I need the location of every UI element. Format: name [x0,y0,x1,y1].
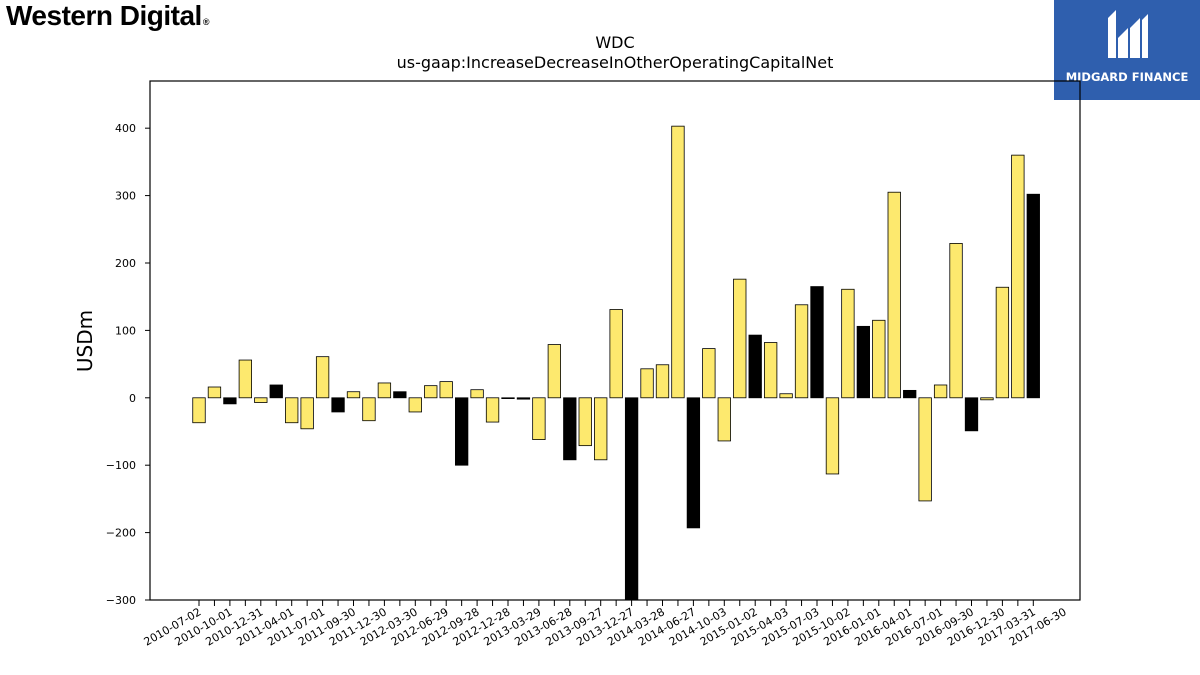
y-tick-label: 400 [115,122,136,135]
y-tick-label: −300 [106,594,136,607]
bar [980,397,994,401]
y-tick-label: 200 [115,257,136,270]
bar [207,386,222,399]
bar [964,397,979,432]
bar [362,397,376,422]
y-tick-label: −100 [106,459,136,472]
bar [609,309,623,399]
bar [933,384,948,399]
bar [764,342,778,399]
bar [779,393,793,399]
bar [408,397,422,413]
bar [315,356,330,399]
bar [547,344,561,399]
bar [810,286,824,399]
y-axis-label: USDm [73,310,97,372]
bar [841,288,855,399]
bar [377,382,392,399]
bar [470,389,484,399]
midgard-emblem-icon [1108,10,1148,58]
bar [454,397,469,466]
bar [192,397,206,424]
bar [1026,193,1040,399]
western-digital-logo-text: Western Digital [6,0,202,31]
bar [887,191,901,399]
bar [624,397,639,601]
bar [331,397,345,413]
bar [733,278,747,399]
bar [516,397,531,400]
bar [424,385,438,399]
bar [856,325,870,399]
bar [872,319,886,399]
midgard-finance-logo: MIDGARD FINANCE [1054,0,1200,100]
bar [686,397,701,529]
bar [594,397,608,461]
bar [918,397,932,502]
y-tick-label: 100 [115,324,136,337]
bar [748,334,762,399]
bar [578,397,592,447]
bar [903,389,917,399]
bar [501,397,515,399]
chart-title: WDC [595,33,634,52]
bar [269,384,283,399]
bar [254,397,268,403]
bar [300,397,314,430]
bar [393,391,407,399]
y-tick-label: 0 [129,392,136,405]
bar [223,397,237,405]
bar [285,397,299,424]
bar [439,381,453,399]
bar [1011,154,1025,399]
y-tick-label: −200 [106,527,136,540]
bar [563,397,577,461]
midgard-finance-label: MIDGARD FINANCE [1065,70,1189,84]
bar [702,348,716,399]
bar [238,359,253,399]
plot-area: −300−200−10001002003004002010-07-022010-… [106,122,1069,648]
plot-frame [149,80,1081,601]
bar [655,364,670,399]
bar [995,286,1010,399]
registered-mark: ® [202,17,210,27]
bar [825,397,840,475]
bar [640,368,654,399]
bar [949,243,963,399]
bar [794,304,809,399]
bar [717,397,731,442]
western-digital-logo: Western Digital® [6,0,209,32]
bar [346,391,361,399]
bar [532,397,546,440]
y-tick-label: 300 [115,190,136,203]
chart-subtitle: us-gaap:IncreaseDecreaseInOtherOperating… [397,53,834,72]
bar [485,397,500,423]
bar [671,125,685,399]
